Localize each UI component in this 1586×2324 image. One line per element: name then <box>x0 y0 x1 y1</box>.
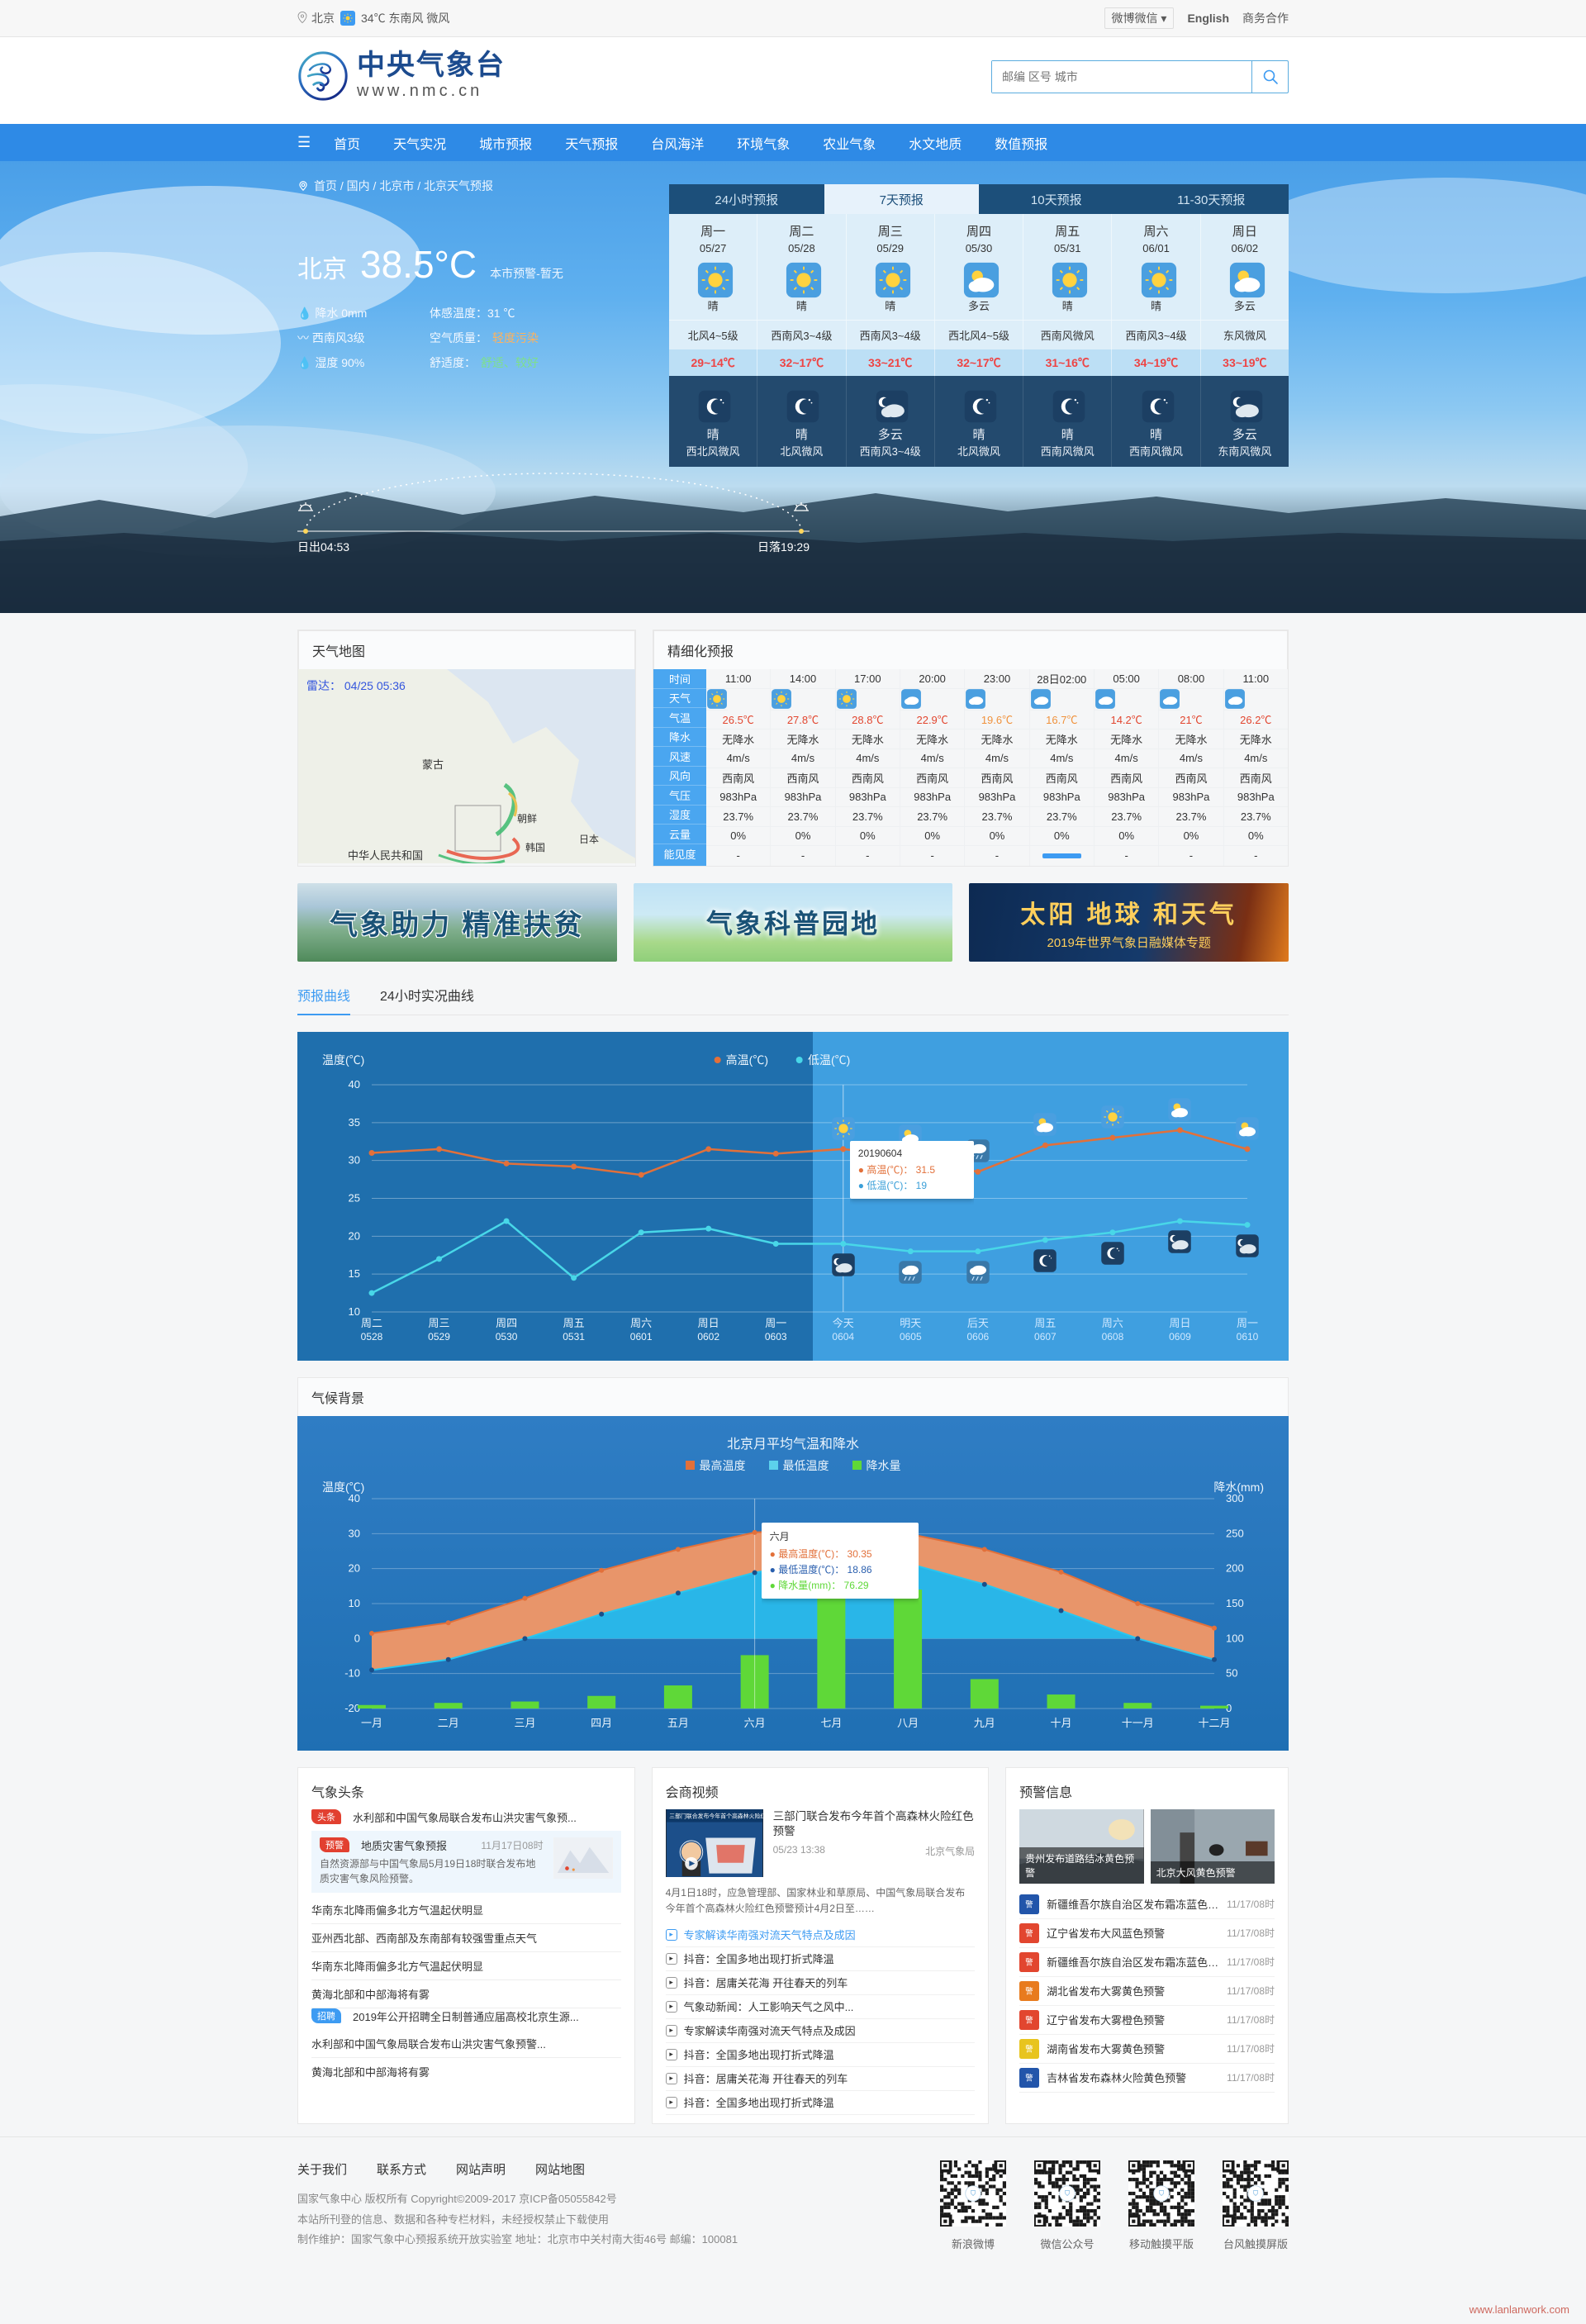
svg-text:三月: 三月 <box>514 1717 535 1729</box>
svg-text:十一月: 十一月 <box>1122 1717 1154 1729</box>
svg-text:二月: 二月 <box>438 1717 459 1729</box>
svg-text:蒙古: 蒙古 <box>422 758 444 771</box>
svg-text:十月: 十月 <box>1051 1717 1072 1729</box>
svg-text:警: 警 <box>1025 1986 1033 1995</box>
svg-text:0602: 0602 <box>697 1331 719 1343</box>
svg-text:0609: 0609 <box>1169 1331 1191 1343</box>
svg-text:一月: 一月 <box>361 1717 382 1729</box>
svg-text:周三: 周三 <box>429 1317 450 1329</box>
svg-text:0529: 0529 <box>428 1331 450 1343</box>
svg-text:韩国: 韩国 <box>525 841 545 853</box>
svg-text:20: 20 <box>349 1229 360 1242</box>
svg-text:五月: 五月 <box>667 1717 689 1729</box>
svg-text:四月: 四月 <box>591 1717 612 1729</box>
svg-text:日本: 日本 <box>579 834 599 845</box>
svg-text:⛉: ⛉ <box>971 2189 976 2197</box>
svg-text:八月: 八月 <box>897 1717 919 1729</box>
svg-text:警: 警 <box>1025 2015 1033 2024</box>
svg-text:0531: 0531 <box>563 1331 585 1343</box>
svg-text:周日: 周日 <box>698 1317 719 1329</box>
svg-text:10: 10 <box>349 1597 360 1609</box>
svg-text:0610: 0610 <box>1237 1331 1259 1343</box>
svg-text:0606: 0606 <box>966 1331 989 1343</box>
svg-text:九月: 九月 <box>974 1717 995 1729</box>
svg-text:40: 40 <box>349 1078 360 1091</box>
svg-text:-10: -10 <box>344 1666 360 1679</box>
svg-text:10: 10 <box>349 1305 360 1318</box>
svg-text:警: 警 <box>1025 1957 1033 1966</box>
svg-text:0: 0 <box>354 1632 360 1644</box>
svg-text:0528: 0528 <box>361 1331 383 1343</box>
svg-text:30: 30 <box>349 1153 360 1166</box>
svg-text:50: 50 <box>1226 1666 1237 1679</box>
svg-text:周六: 周六 <box>1102 1317 1123 1329</box>
svg-text:中华人民共和国: 中华人民共和国 <box>348 849 423 862</box>
svg-text:周五: 周五 <box>563 1317 585 1329</box>
svg-text:周四: 周四 <box>496 1317 517 1329</box>
svg-text:0607: 0607 <box>1034 1331 1057 1343</box>
svg-text:0608: 0608 <box>1102 1331 1124 1343</box>
svg-text:⛉: ⛉ <box>1159 2189 1164 2197</box>
svg-text:250: 250 <box>1226 1527 1244 1539</box>
svg-text:周二: 周二 <box>361 1317 382 1329</box>
svg-text:20: 20 <box>349 1561 360 1574</box>
svg-text:警: 警 <box>1025 1899 1033 1908</box>
svg-text:警: 警 <box>1025 2044 1033 2053</box>
svg-text:明天: 明天 <box>900 1317 921 1329</box>
svg-text:200: 200 <box>1226 1561 1244 1574</box>
svg-text:30: 30 <box>349 1527 360 1539</box>
svg-text:后天: 后天 <box>967 1317 989 1329</box>
svg-text:100: 100 <box>1226 1632 1244 1644</box>
svg-text:35: 35 <box>349 1115 360 1128</box>
svg-text:朝鲜: 朝鲜 <box>517 813 537 825</box>
svg-text:周五: 周五 <box>1034 1317 1056 1329</box>
svg-text:周一: 周一 <box>765 1317 786 1329</box>
svg-text:300: 300 <box>1226 1492 1244 1504</box>
svg-text:25: 25 <box>349 1191 360 1204</box>
svg-text:⛉: ⛉ <box>1065 2189 1070 2197</box>
svg-text:0603: 0603 <box>765 1331 787 1343</box>
svg-text:三部门联合发布今年首个高森林火险红色预警: 三部门联合发布今年首个高森林火险红色预警 <box>669 1812 763 1819</box>
svg-text:警: 警 <box>1025 1928 1033 1937</box>
svg-text:150: 150 <box>1226 1597 1244 1609</box>
svg-text:0601: 0601 <box>630 1331 653 1343</box>
svg-text:十二月: 十二月 <box>1198 1717 1230 1729</box>
svg-text:今天: 今天 <box>833 1317 854 1329</box>
svg-text:0605: 0605 <box>900 1331 922 1343</box>
svg-text:周六: 周六 <box>630 1317 652 1329</box>
svg-text:⛉: ⛉ <box>1253 2189 1258 2197</box>
svg-text:警: 警 <box>1025 2073 1033 2082</box>
svg-text:六月: 六月 <box>744 1717 766 1729</box>
svg-text:周日: 周日 <box>1169 1317 1190 1329</box>
svg-text:0604: 0604 <box>832 1331 854 1343</box>
svg-text:15: 15 <box>349 1267 360 1280</box>
svg-text:周一: 周一 <box>1237 1317 1258 1329</box>
svg-text:0530: 0530 <box>496 1331 518 1343</box>
svg-text:40: 40 <box>349 1492 360 1504</box>
svg-text:七月: 七月 <box>820 1717 842 1729</box>
